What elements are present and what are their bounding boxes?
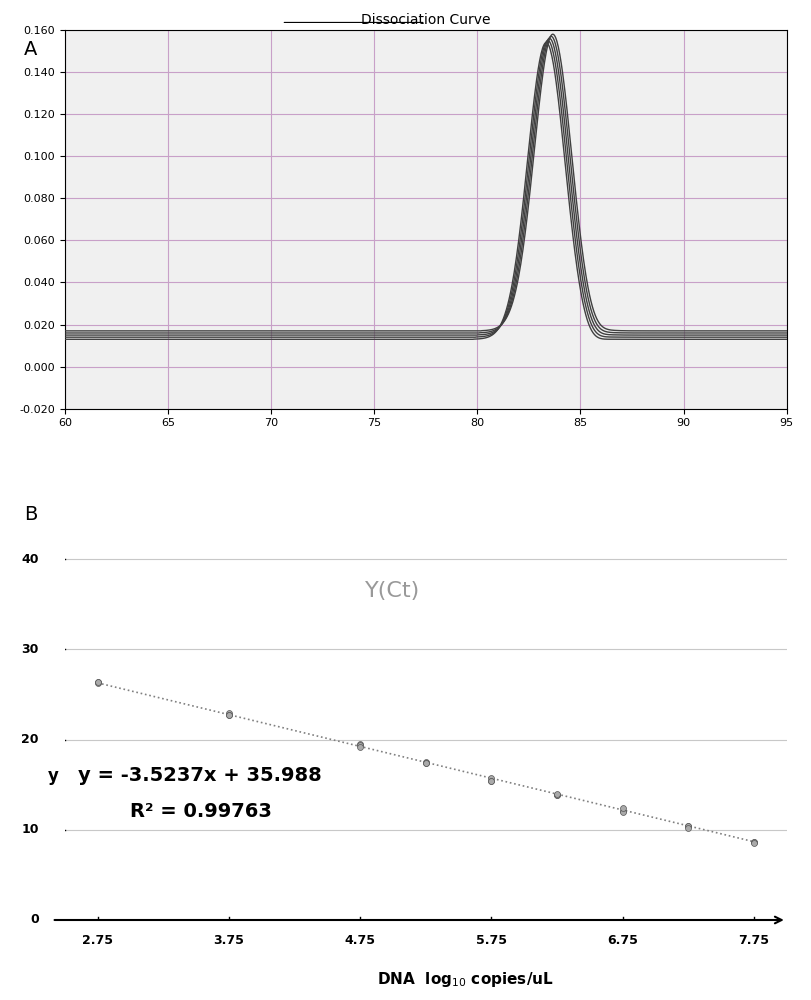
Text: 30: 30 — [21, 643, 39, 656]
Text: 20: 20 — [21, 733, 39, 746]
Point — [354, 737, 367, 753]
Point — [748, 834, 761, 850]
Text: A: A — [24, 40, 37, 59]
Text: 0: 0 — [30, 914, 39, 926]
Text: 5.75: 5.75 — [476, 934, 507, 947]
Text: y: y — [47, 767, 58, 785]
Text: 4.75: 4.75 — [345, 934, 375, 947]
Point — [616, 800, 629, 816]
Point — [682, 818, 695, 834]
Point — [354, 736, 367, 752]
Text: y = -3.5237x + 35.988: y = -3.5237x + 35.988 — [78, 766, 322, 785]
Text: Y(Ct): Y(Ct) — [365, 581, 421, 601]
Point — [222, 707, 235, 723]
Point — [616, 804, 629, 820]
Point — [91, 675, 104, 691]
Point — [551, 787, 564, 803]
Point — [91, 674, 104, 690]
Text: R² = 0.99763: R² = 0.99763 — [131, 802, 272, 821]
Text: 40: 40 — [21, 553, 39, 566]
Point — [748, 834, 761, 850]
Point — [485, 770, 498, 786]
Text: 3.75: 3.75 — [213, 934, 244, 947]
Point — [91, 674, 104, 690]
Title: Dissociation Curve: Dissociation Curve — [361, 13, 491, 27]
Point — [354, 739, 367, 755]
Point — [222, 705, 235, 721]
Point — [485, 773, 498, 789]
Point — [419, 754, 432, 770]
Text: B: B — [24, 505, 37, 524]
Text: 2.75: 2.75 — [82, 934, 114, 947]
Point — [551, 787, 564, 803]
Point — [222, 707, 235, 723]
Text: 10: 10 — [21, 823, 39, 836]
Text: 7.75: 7.75 — [738, 934, 770, 947]
Point — [616, 803, 629, 819]
Text: 6.75: 6.75 — [607, 934, 638, 947]
Point — [551, 786, 564, 802]
Point — [682, 820, 695, 836]
Point — [419, 755, 432, 771]
Point — [419, 755, 432, 771]
Point — [748, 835, 761, 851]
Text: DNA  log$_{10}$ copies/uL: DNA log$_{10}$ copies/uL — [377, 970, 553, 989]
Point — [682, 818, 695, 834]
Point — [485, 773, 498, 789]
